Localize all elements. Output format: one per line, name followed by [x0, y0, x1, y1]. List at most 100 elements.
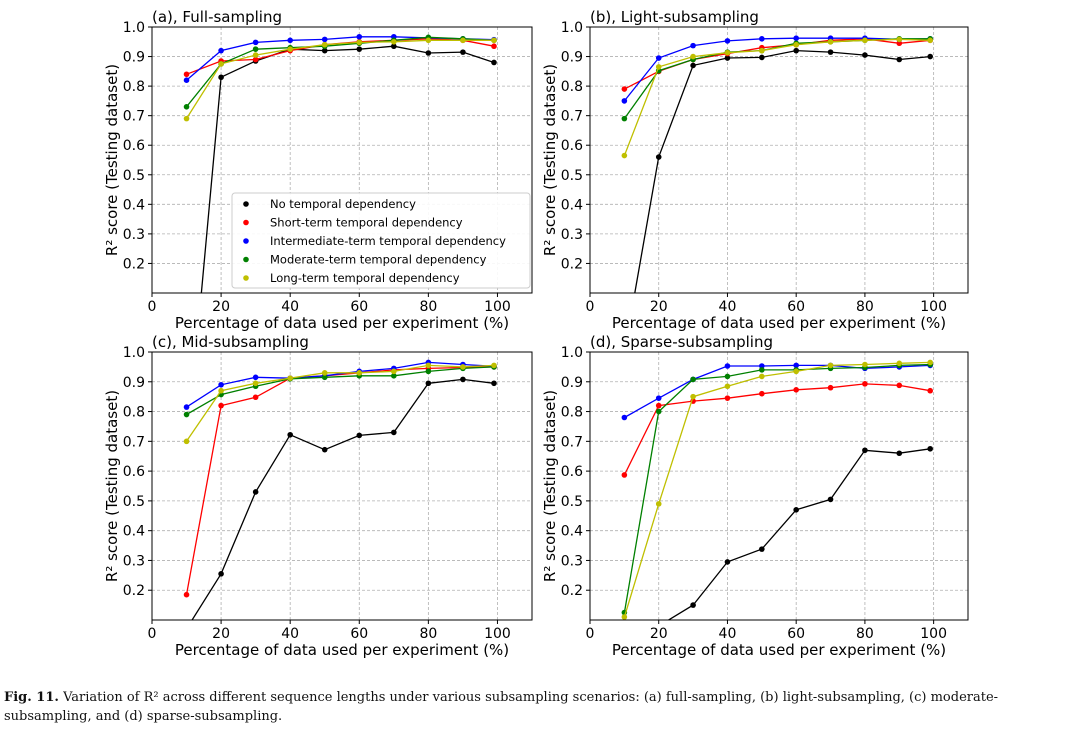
- data-point: [690, 602, 696, 608]
- data-point: [927, 359, 933, 366]
- data-point: [184, 453, 190, 459]
- data-point: [252, 46, 259, 52]
- y-tick-label: 0.6: [123, 138, 145, 154]
- data-point: [896, 382, 903, 389]
- series-line: [185, 39, 494, 119]
- x-tick-label: 40: [719, 626, 737, 642]
- data-point: [218, 47, 224, 54]
- data-point: [759, 373, 765, 380]
- series-line: [634, 49, 931, 293]
- data-point: [690, 53, 696, 60]
- data-point: [655, 501, 662, 507]
- data-point: [287, 431, 293, 438]
- legend-marker: [243, 238, 249, 244]
- data-point: [183, 591, 190, 598]
- legend-box: [231, 192, 531, 289]
- series-5: [183, 37, 497, 122]
- series-4: [621, 361, 933, 616]
- y-tick-label: 0.9: [123, 375, 145, 391]
- series-line: [200, 45, 495, 293]
- caption-text: Variation of R² across different sequenc…: [4, 690, 999, 724]
- data-point: [896, 56, 903, 63]
- data-point: [896, 36, 903, 43]
- data-point: [896, 360, 903, 367]
- chart-panel-2: 0 20 40 60 80 100 0.2 0.3 0.4 0.5 0.6 0.7 0.8 0.9 1.0 (…: [541, 8, 969, 332]
- data-point: [491, 362, 497, 369]
- data-point: [391, 368, 397, 375]
- data-point: [759, 367, 765, 373]
- data-point: [491, 37, 497, 44]
- y-tick-label: 0.3: [561, 553, 583, 569]
- legend-label: Long-term temporal dependency: [270, 271, 460, 285]
- y-tick-label: 0.5: [561, 168, 583, 184]
- chart-panel-3: 0 20 40 60 80 100 0.2 0.3 0.4 0.5 0.6 0.7 0.8 0.9 1.0 (…: [103, 333, 533, 659]
- y-tick-label: 1.0: [123, 345, 145, 361]
- y-tick-label: 0.2: [561, 583, 583, 599]
- x-tick-label: 20: [650, 299, 668, 315]
- series-2: [621, 381, 933, 478]
- data-point: [724, 55, 731, 61]
- data-point: [862, 37, 868, 44]
- data-point: [621, 414, 628, 421]
- y-axis-label: R² score (Testing dataset): [103, 390, 121, 582]
- data-point: [321, 374, 328, 381]
- data-point: [356, 370, 363, 376]
- y-tick-label: 0.5: [123, 494, 145, 510]
- data-point: [655, 64, 662, 70]
- y-tick-label: 0.6: [123, 464, 145, 480]
- data-point: [927, 37, 933, 44]
- x-tick-label: 0: [586, 299, 595, 315]
- data-point: [425, 380, 432, 387]
- data-point: [183, 404, 190, 410]
- data-point: [183, 71, 190, 78]
- data-point: [759, 363, 765, 369]
- legend-marker: [243, 275, 249, 281]
- x-tick-label: 20: [650, 626, 668, 642]
- x-tick-label: 20: [212, 299, 230, 315]
- data-point: [321, 41, 328, 48]
- y-tick-label: 0.7: [123, 109, 145, 125]
- series-5: [621, 36, 933, 159]
- series-line: [185, 36, 495, 108]
- y-axis-label: R² score (Testing dataset): [103, 64, 121, 256]
- series-5: [183, 362, 497, 445]
- data-point: [321, 47, 328, 54]
- series-4: [621, 36, 933, 122]
- data-point: [183, 77, 190, 83]
- data-point: [183, 115, 190, 122]
- series-1: [667, 445, 933, 620]
- y-axis-label: R² score (Testing dataset): [541, 64, 559, 256]
- y-tick-label: 0.5: [123, 168, 145, 184]
- data-point: [218, 387, 224, 394]
- data-point: [356, 432, 363, 439]
- series-3: [183, 33, 497, 83]
- x-tick-label: 0: [148, 626, 157, 642]
- series-line: [185, 366, 495, 595]
- data-point: [252, 380, 259, 387]
- chart-panel-4: 0 20 40 60 80 100 0.2 0.3 0.4 0.5 0.6 0.7 0.8 0.9 1.0 (…: [541, 333, 969, 659]
- data-point: [321, 446, 328, 453]
- data-point: [218, 402, 224, 409]
- y-tick-label: 1.0: [561, 345, 583, 361]
- series-line: [623, 383, 931, 476]
- series-line: [623, 38, 931, 156]
- x-tick-label: 80: [856, 299, 874, 315]
- x-tick-label: 60: [787, 299, 805, 315]
- data-point: [690, 393, 696, 400]
- chart-title: (a), Full-sampling: [152, 8, 282, 26]
- data-point: [724, 383, 731, 390]
- legend-marker: [243, 201, 249, 207]
- y-tick-label: 0.6: [561, 464, 583, 480]
- y-tick-label: 0.4: [561, 197, 583, 213]
- data-point: [927, 53, 933, 60]
- data-point: [690, 376, 696, 383]
- data-point: [793, 362, 799, 369]
- x-tick-label: 60: [787, 626, 805, 642]
- data-point: [690, 42, 696, 49]
- data-point: [183, 104, 190, 110]
- data-point: [621, 115, 628, 122]
- y-axis-label: R² score (Testing dataset): [541, 390, 559, 582]
- y-tick-label: 0.4: [123, 197, 145, 213]
- series-line: [623, 361, 931, 618]
- data-point: [655, 154, 662, 160]
